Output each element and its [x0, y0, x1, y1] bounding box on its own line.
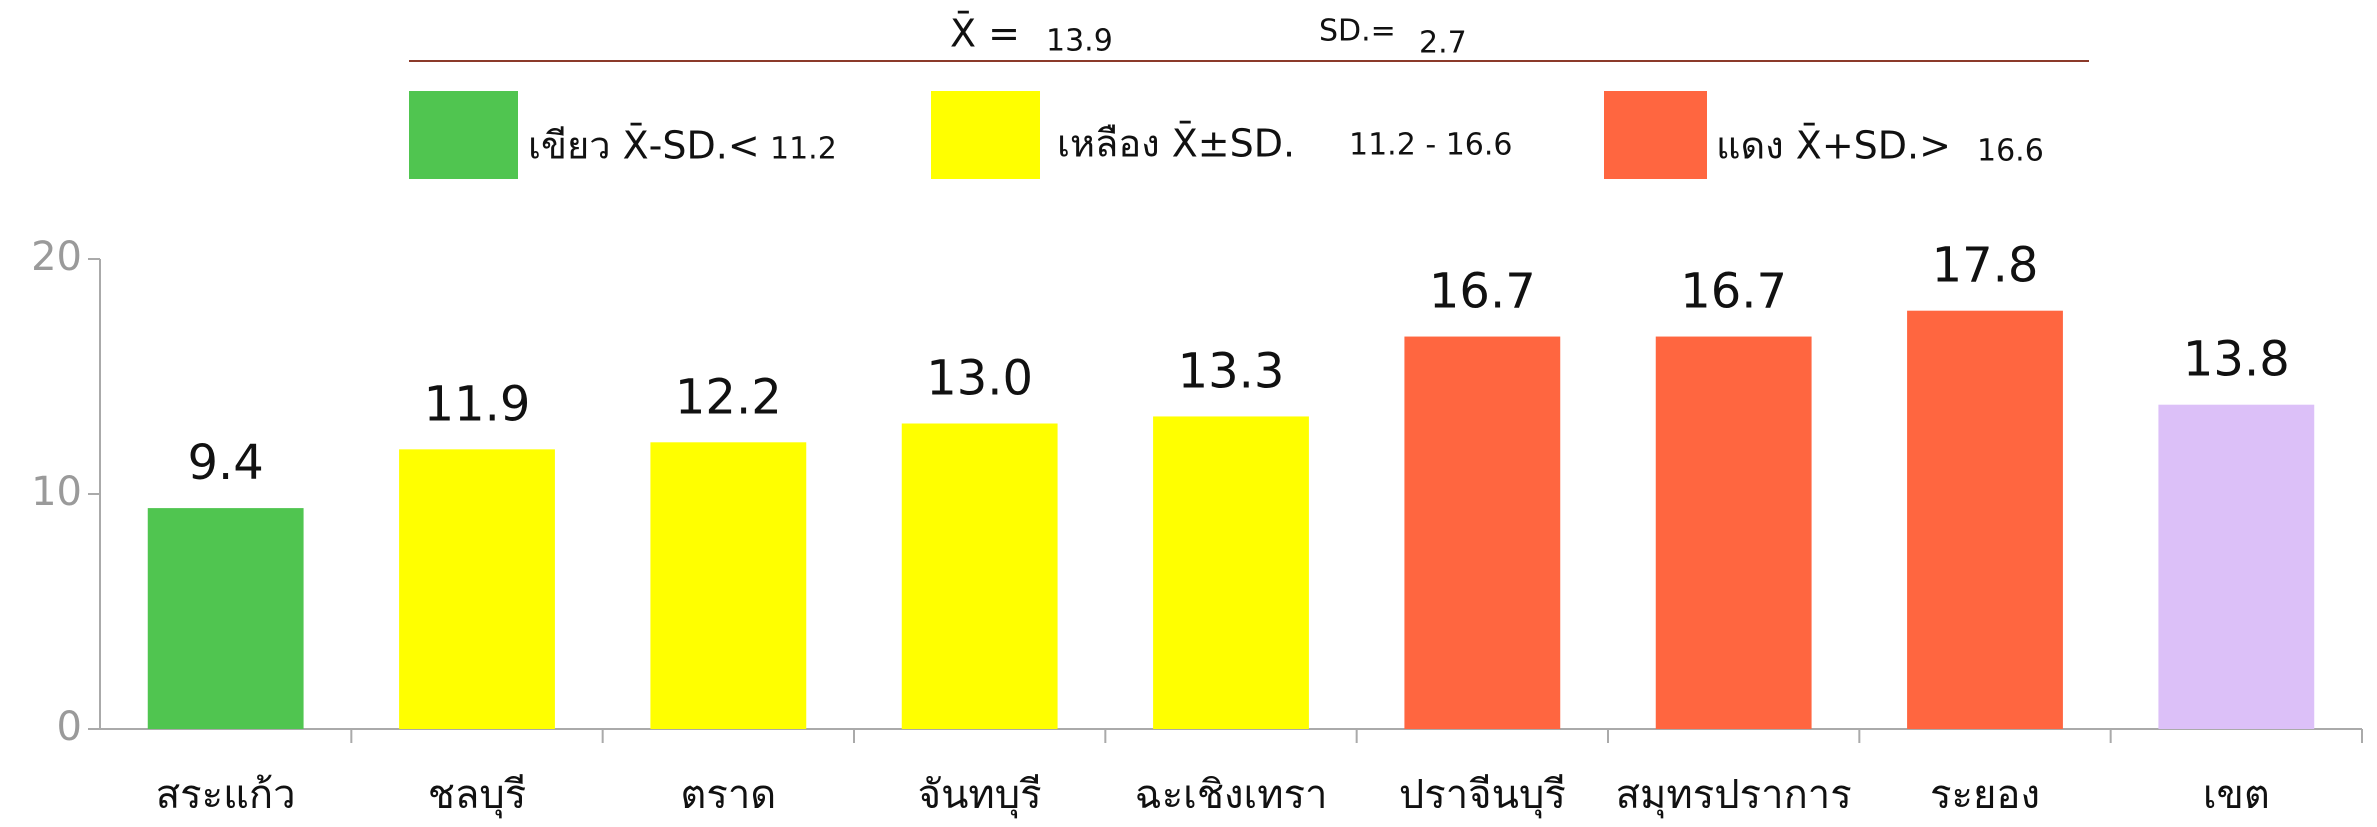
- value-label: 9.4: [187, 435, 263, 491]
- value-label: 16.7: [1680, 264, 1787, 320]
- bar: [901, 423, 1058, 729]
- legend-label: เหลือง X̄±SD.: [1057, 122, 1295, 166]
- value-label: 11.9: [424, 376, 531, 432]
- bar: [1655, 336, 1812, 729]
- bar: [1153, 416, 1309, 729]
- bar: [1404, 336, 1561, 729]
- legend-swatch: [1604, 91, 1707, 179]
- x-tick-label: ฉะเชิงเทรา: [1134, 772, 1327, 818]
- legend-label: แดง X̄+SD.>: [1716, 124, 1951, 168]
- x-tick-label: ปราจีนบุรี: [1399, 772, 1566, 819]
- sd-label: SD.=: [1319, 14, 1396, 49]
- mean-label: X̄ =: [950, 12, 1020, 56]
- x-tick-label: ตราด: [680, 772, 776, 818]
- value-label: 16.7: [1429, 264, 1536, 320]
- bar: [650, 442, 807, 729]
- value-label: 13.8: [2183, 332, 2290, 388]
- x-tick-label: สระแก้ว: [156, 772, 296, 818]
- legend-swatch: [931, 91, 1040, 179]
- y-tick-label: 10: [31, 469, 82, 515]
- mean-value: 13.9: [1046, 24, 1113, 59]
- legend-label: เขียว X̄-SD.<: [528, 124, 760, 168]
- sd-value: 2.7: [1419, 26, 1467, 61]
- legend-threshold: 11.2 - 16.6: [1349, 128, 1513, 163]
- legend-swatch: [409, 91, 518, 179]
- value-label: 12.2: [675, 369, 782, 425]
- x-tick-label: จันทบุรี: [918, 772, 1042, 819]
- x-tick-label: ระยอง: [1930, 772, 2040, 818]
- bar: [1907, 310, 2063, 729]
- y-tick-label: 0: [57, 704, 82, 750]
- value-label: 17.8: [1932, 238, 2039, 294]
- bar: [2158, 404, 2315, 729]
- x-tick-label: ชลบุรี: [428, 772, 527, 819]
- bar: [147, 508, 304, 729]
- legend-threshold: 11.2: [770, 132, 837, 167]
- x-tick-label: เขต: [2203, 772, 2270, 818]
- value-label: 13.0: [926, 351, 1033, 407]
- y-tick-label: 20: [31, 234, 82, 280]
- legend-threshold: 16.6: [1977, 134, 2044, 169]
- value-label: 13.3: [1178, 343, 1285, 399]
- bar: [399, 449, 555, 729]
- x-tick-label: สมุทรปราการ: [1616, 772, 1852, 819]
